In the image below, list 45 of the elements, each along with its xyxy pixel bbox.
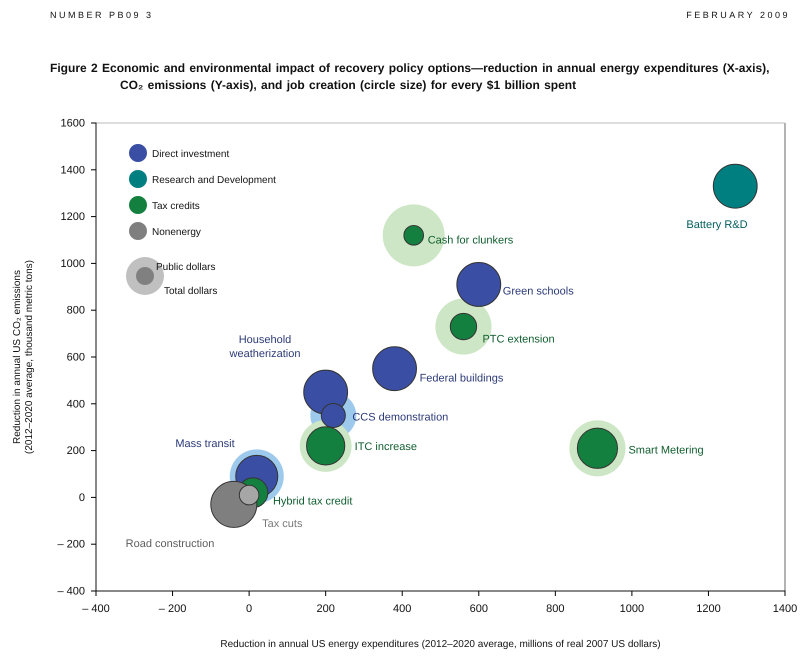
y-tick-label: 0: [78, 492, 85, 504]
text: NUMBER PB09 3: [50, 10, 154, 20]
x-axis-title: Reduction in annual US energy expenditures (2012–2020 average, millions of real 2007 US dollars): [220, 639, 661, 650]
y-tick-label: 600: [66, 352, 85, 364]
x-tick-label: 1000: [620, 602, 644, 615]
text: FEBRUARY 2009: [686, 10, 790, 20]
y-tick-label: 800: [66, 304, 85, 317]
annotation: Mass transit: [175, 438, 235, 450]
annotation: Total dollars: [164, 286, 218, 297]
chart-title: Figure 2 Economic and environmental impact of recovery policy options—reduction in annual energy expenditures (X-axis), CO₂ emissions (Y-axis), and job creation (circle size) for every $1 billion spent: [50, 60, 770, 94]
annotation: Smart Metering: [628, 444, 704, 456]
x-tick-label: 200: [316, 602, 335, 615]
x-tick-label: 400: [393, 602, 412, 615]
y-tick-label: 1400: [60, 164, 85, 176]
annotation: ITC increase: [354, 440, 418, 453]
x-tick-label: 1400: [772, 602, 798, 615]
y-tick-label: 1000: [60, 258, 85, 270]
annotation: Tax cuts: [262, 518, 303, 530]
y-tick-label: 400: [66, 398, 85, 410]
y-tick-label: 1600: [60, 118, 85, 130]
y-tick-label: – 200: [57, 538, 85, 551]
annotation: PTC extension: [482, 334, 555, 346]
legend-label: Nonenergy: [152, 227, 201, 238]
y-tick-label: 1200: [60, 211, 85, 224]
annotation: Cash for clunkers: [428, 234, 514, 246]
y-tick-label: 200: [66, 445, 85, 458]
legend-label: Research and Development: [152, 175, 276, 186]
legend-label: Tax credits: [152, 201, 200, 212]
x-tick-label: 800: [546, 602, 565, 615]
annotation: CCS demonstration: [352, 412, 448, 424]
y-tick-label: – 400: [57, 586, 85, 598]
annotation: Public dollars: [156, 262, 216, 273]
x-tick-label: – 200: [158, 602, 186, 615]
x-tick-label: – 400: [82, 602, 110, 615]
annotation: Federal buildings: [420, 372, 504, 385]
annotation: Hybrid tax credit: [272, 496, 352, 508]
annotation: Green schools: [502, 285, 574, 298]
x-tick-label: 1200: [696, 602, 721, 615]
y-axis-title: Reduction in annual US CO₂ emissions (2012–2020 average, thousand metric tons): [12, 260, 35, 454]
annotation: Battery R&D: [686, 219, 748, 231]
x-tick-label: 600: [470, 602, 488, 615]
annotation: Household weatherization: [228, 334, 300, 360]
annotation: Road construction: [126, 538, 214, 550]
x-tick-label: 0: [246, 602, 252, 615]
legend-label: Direct investment: [152, 149, 230, 160]
